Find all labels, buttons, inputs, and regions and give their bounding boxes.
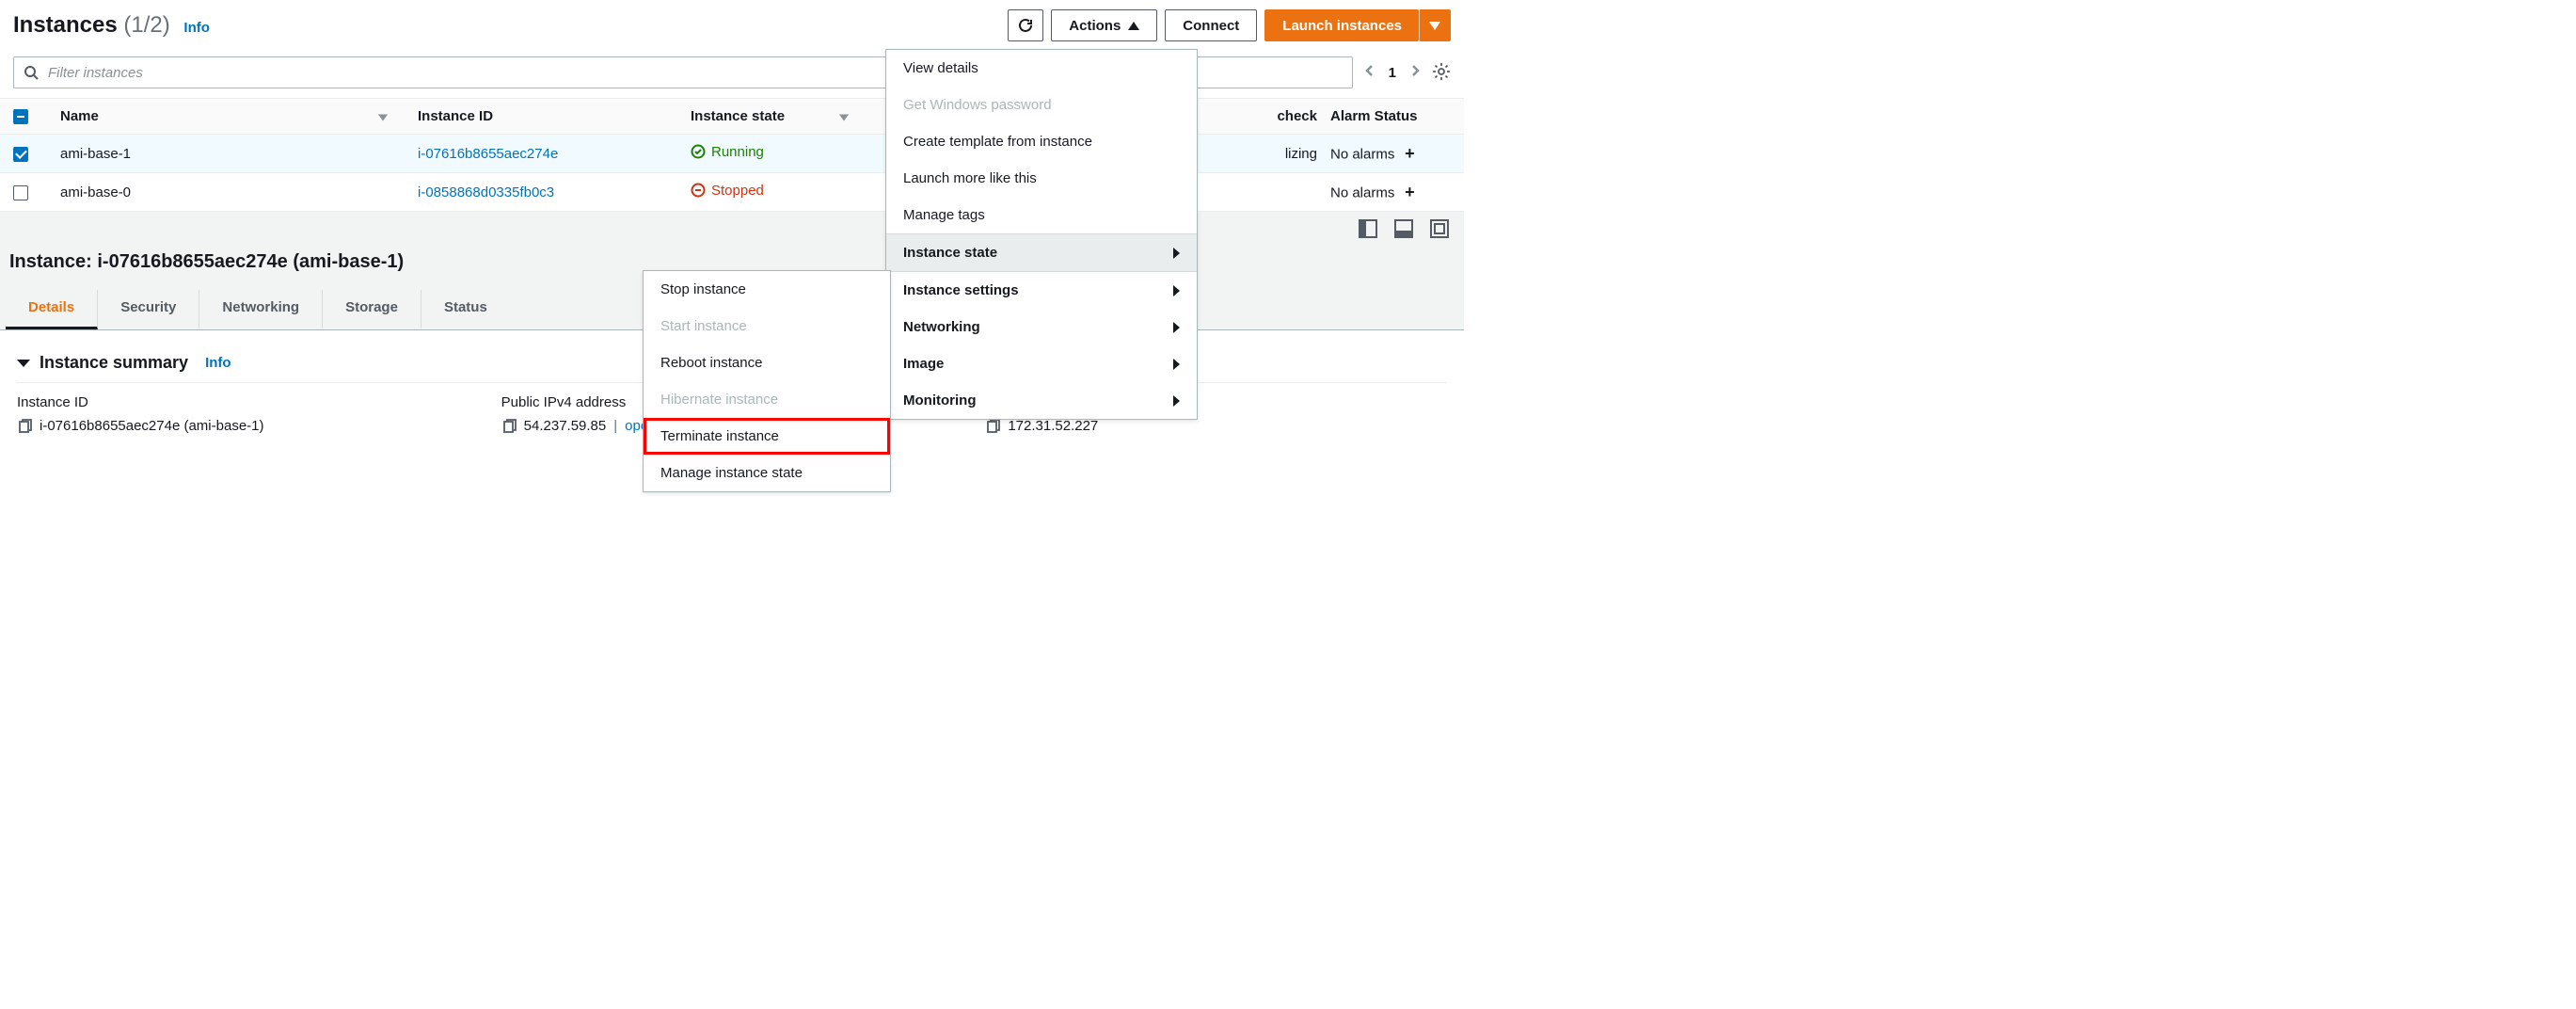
submenu-item-start-instance: Start instance	[644, 308, 890, 344]
page-title-count: (1/2)	[123, 12, 169, 38]
sort-icon	[378, 114, 388, 120]
row-name: ami-base-0	[47, 173, 405, 212]
submenu-item-hibernate-instance: Hibernate instance	[644, 381, 890, 418]
pager: 1	[1364, 63, 1421, 82]
table-row[interactable]: ami-base-1 i-07616b8655aec274e Running lizi…	[0, 135, 1464, 173]
field-label: Instance ID	[17, 394, 479, 410]
view-split-left-icon[interactable]	[1359, 219, 1377, 238]
menu-item-create-template-from-instance[interactable]: Create template from instance	[886, 123, 1197, 160]
tab-networking[interactable]: Networking	[199, 290, 323, 329]
menu-item-image[interactable]: Image	[886, 345, 1197, 382]
add-alarm-button[interactable]: +	[1400, 183, 1419, 201]
chevron-right-icon	[1173, 248, 1180, 259]
launch-instances-caret[interactable]	[1419, 9, 1451, 41]
field-instance-id: Instance ID i-07616b8655aec274e (ami-bas…	[17, 394, 479, 434]
submenu-item-terminate-instance[interactable]: Terminate instance	[644, 418, 890, 455]
chevron-down-icon	[17, 360, 30, 367]
filter-row: 1	[0, 53, 1464, 98]
actions-label: Actions	[1069, 18, 1121, 34]
copy-icon[interactable]	[17, 419, 32, 434]
instance-id-link[interactable]: i-07616b8655aec274e	[418, 146, 558, 162]
caret-up-icon	[1128, 22, 1139, 30]
menu-item-instance-settings[interactable]: Instance settings	[886, 272, 1197, 309]
instances-table: Name Instance ID Instance state check Al…	[0, 98, 1464, 212]
launch-instances-button[interactable]: Launch instances	[1264, 9, 1419, 41]
info-link[interactable]: Info	[183, 20, 210, 36]
view-mode-icons	[0, 212, 1464, 238]
page-header: Instances (1/2) Info Actions Connect Lau…	[0, 0, 1464, 53]
field-value: 54.237.59.85	[524, 418, 607, 434]
section-info-link[interactable]: Info	[205, 355, 231, 371]
row-state: Stopped	[711, 183, 764, 199]
chevron-right-icon	[1173, 322, 1180, 333]
col-instance-state[interactable]: Instance state	[677, 99, 866, 135]
add-alarm-button[interactable]: +	[1400, 144, 1419, 163]
view-full-icon[interactable]	[1430, 219, 1449, 238]
col-alarm-status[interactable]: Alarm Status	[1317, 99, 1464, 135]
row-state: Running	[711, 144, 764, 160]
menu-item-get-windows-password: Get Windows password	[886, 87, 1197, 123]
chevron-right-icon	[1173, 359, 1180, 370]
section-title: Instance summary	[40, 353, 188, 373]
menu-item-manage-tags[interactable]: Manage tags	[886, 197, 1197, 233]
tab-status[interactable]: Status	[421, 290, 510, 329]
connect-button[interactable]: Connect	[1165, 9, 1257, 41]
sort-icon	[839, 114, 849, 120]
field-value: i-07616b8655aec274e (ami-base-1)	[40, 418, 264, 434]
col-instance-id[interactable]: Instance ID	[405, 99, 677, 135]
actions-dropdown: View detailsGet Windows passwordCreate t…	[885, 49, 1198, 420]
menu-item-monitoring[interactable]: Monitoring	[886, 382, 1197, 419]
submenu-item-stop-instance[interactable]: Stop instance	[644, 271, 890, 308]
actions-button[interactable]: Actions	[1051, 9, 1157, 41]
pager-next[interactable]	[1409, 63, 1421, 82]
field-value: 172.31.52.227	[1008, 418, 1098, 434]
menu-item-instance-state[interactable]: Instance state	[886, 234, 1197, 271]
page-title-text: Instances	[13, 12, 118, 38]
row-checkbox[interactable]	[13, 185, 28, 200]
table-row[interactable]: ami-base-0 i-0858868d0335fb0c3 Stopped No a…	[0, 173, 1464, 212]
menu-item-launch-more-like-this[interactable]: Launch more like this	[886, 160, 1197, 197]
instance-id-link[interactable]: i-0858868d0335fb0c3	[418, 184, 554, 200]
submenu-item-reboot-instance[interactable]: Reboot instance	[644, 344, 890, 381]
instance-state-submenu: Stop instanceStart instanceReboot instan…	[643, 270, 891, 492]
row-checkbox[interactable]	[13, 147, 28, 162]
tab-security[interactable]: Security	[98, 290, 199, 329]
col-status-check[interactable]: check	[1195, 99, 1317, 135]
settings-button[interactable]	[1432, 62, 1451, 84]
select-all-checkbox[interactable]	[13, 109, 28, 124]
copy-icon[interactable]	[501, 419, 517, 434]
submenu-item-manage-instance-state[interactable]: Manage instance state	[644, 455, 890, 491]
menu-item-networking[interactable]: Networking	[886, 309, 1197, 345]
col-name[interactable]: Name	[47, 99, 405, 135]
view-split-bottom-icon[interactable]	[1394, 219, 1413, 238]
refresh-button[interactable]	[1008, 9, 1043, 41]
search-icon	[24, 65, 39, 80]
copy-icon[interactable]	[985, 419, 1000, 434]
status-icon	[691, 183, 706, 201]
pager-prev[interactable]	[1364, 63, 1375, 82]
pager-page: 1	[1389, 65, 1396, 81]
caret-down-icon	[1429, 22, 1440, 30]
status-icon	[691, 144, 706, 163]
page-title: Instances (1/2) Info	[13, 12, 210, 39]
chevron-right-icon	[1173, 285, 1180, 296]
row-status-check	[1195, 173, 1317, 212]
row-name: ami-base-1	[47, 135, 405, 173]
tab-details[interactable]: Details	[6, 290, 98, 329]
refresh-icon	[1018, 18, 1033, 33]
launch-button-group: Launch instances	[1264, 9, 1451, 41]
row-status-check: lizing	[1195, 135, 1317, 173]
tab-storage[interactable]: Storage	[323, 290, 421, 329]
menu-item-view-details[interactable]: View details	[886, 50, 1197, 87]
chevron-right-icon	[1173, 395, 1180, 407]
row-alarm: No alarms+	[1317, 173, 1464, 212]
row-alarm: No alarms+	[1317, 135, 1464, 173]
